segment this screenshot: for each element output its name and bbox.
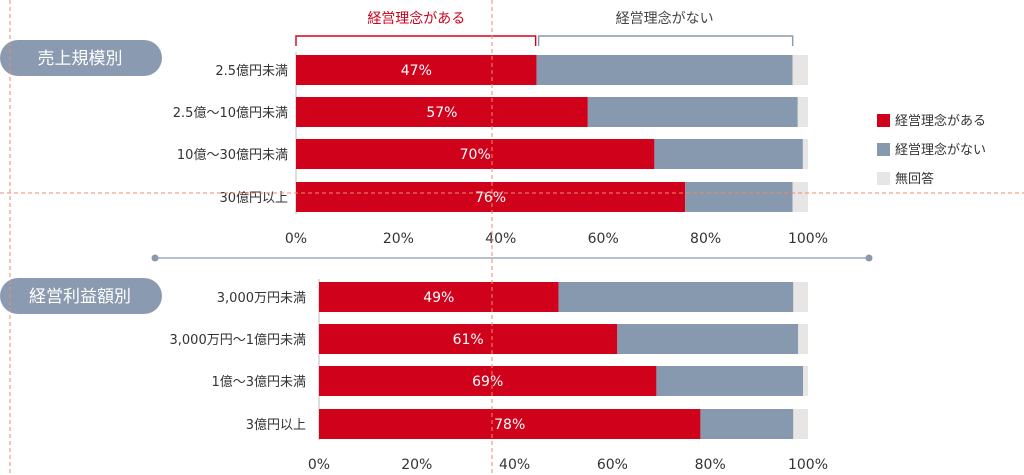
legend: 経営理念がある 経営理念がない 無回答 (877, 113, 986, 187)
bar-segment-has (319, 324, 618, 354)
data-label: 78% (494, 417, 525, 433)
x-tick-label: 0% (285, 231, 307, 247)
bar-segment-has (296, 97, 588, 127)
x-tick-label: 60% (588, 231, 619, 247)
bar-segment-not (536, 55, 793, 85)
bar-segment-not (700, 409, 794, 439)
legend-label-not: 経営理念がない (895, 142, 986, 158)
legend-label-none: 無回答 (895, 171, 934, 187)
chart-revenue: 2.5億円未満 47% 2.5億〜10億円未満 57% 10億〜30億円未満 70% 30億… (173, 52, 828, 247)
category-label: 2.5億〜10億円未満 (173, 105, 288, 121)
bar-segment-none (792, 55, 808, 85)
bar-segment-not (587, 97, 798, 127)
data-label: 69% (472, 374, 503, 390)
bar-segment-not (617, 324, 799, 354)
x-tick-label: 20% (383, 231, 414, 247)
x-tick-label: 80% (690, 231, 721, 247)
bar-segment-has (319, 282, 559, 312)
group-label-profit: 経営利益額別 (29, 287, 131, 307)
x-tick-label: 60% (597, 457, 628, 473)
data-label: 57% (426, 105, 457, 121)
bracket-has (295, 35, 537, 46)
bracket-not (537, 35, 794, 46)
data-label: 47% (401, 63, 432, 79)
x-tick-label: 20% (401, 457, 432, 473)
pill-background (0, 278, 162, 314)
bar-segment-has (296, 55, 537, 85)
bar-segment-not (685, 182, 793, 212)
bar-segment-none (803, 366, 808, 396)
bracket-label-not: 経営理念がない (616, 10, 714, 27)
section-separator (151, 254, 873, 262)
x-tick-label: 100% (788, 231, 828, 247)
bar-segment-has (319, 409, 701, 439)
legend-swatch-not (877, 143, 890, 156)
category-label: 30億円以上 (219, 190, 288, 206)
legend-label-has: 経営理念がある (895, 113, 986, 129)
bar-segment-none (793, 409, 808, 439)
data-label: 70% (460, 147, 491, 163)
bar-segment-has (296, 139, 655, 169)
data-label: 76% (475, 190, 506, 206)
bar-segment-none (802, 139, 808, 169)
bar-segment-none (798, 324, 808, 354)
group-label-revenue: 売上規模別 (38, 49, 123, 69)
category-label: 10億〜30億円未満 (177, 147, 288, 163)
data-label: 61% (453, 332, 484, 348)
category-label: 3,000万円〜1億円未満 (170, 332, 307, 348)
data-label: 49% (423, 290, 454, 306)
category-label: 3億円以上 (246, 417, 306, 433)
category-label: 2.5億円未満 (215, 63, 288, 79)
bar-segment-not (654, 139, 803, 169)
bracket-label-has: 経営理念がある (367, 10, 465, 27)
legend-swatch-has (877, 114, 890, 127)
group-pill-revenue: 売上規模別 (0, 40, 162, 76)
x-tick-label: 40% (499, 457, 530, 473)
pill-background (0, 40, 162, 76)
bar-segment-has (296, 182, 686, 212)
bar-segment-none (797, 97, 808, 127)
bar-segment-has (319, 366, 657, 396)
x-tick-label: 80% (695, 457, 726, 473)
x-tick-label: 100% (788, 457, 828, 473)
chart-profit: 3,000万円未満 49% 3,000万円〜1億円未満 61% 1億〜3億円未満 69% 3… (170, 279, 828, 473)
bar-segment-none (793, 282, 808, 312)
bar-segment-not (656, 366, 804, 396)
group-pill-profit: 経営利益額別 (0, 278, 162, 314)
x-tick-label: 40% (485, 231, 516, 247)
bar-segment-not (558, 282, 794, 312)
x-tick-label: 0% (308, 457, 330, 473)
bracket-annotation: 経営理念がある 経営理念がない (295, 10, 794, 46)
bar-segment-none (792, 182, 808, 212)
category-label: 3,000万円未満 (217, 291, 306, 306)
category-label: 1億〜3億円未満 (211, 374, 306, 390)
legend-swatch-none (877, 172, 890, 185)
